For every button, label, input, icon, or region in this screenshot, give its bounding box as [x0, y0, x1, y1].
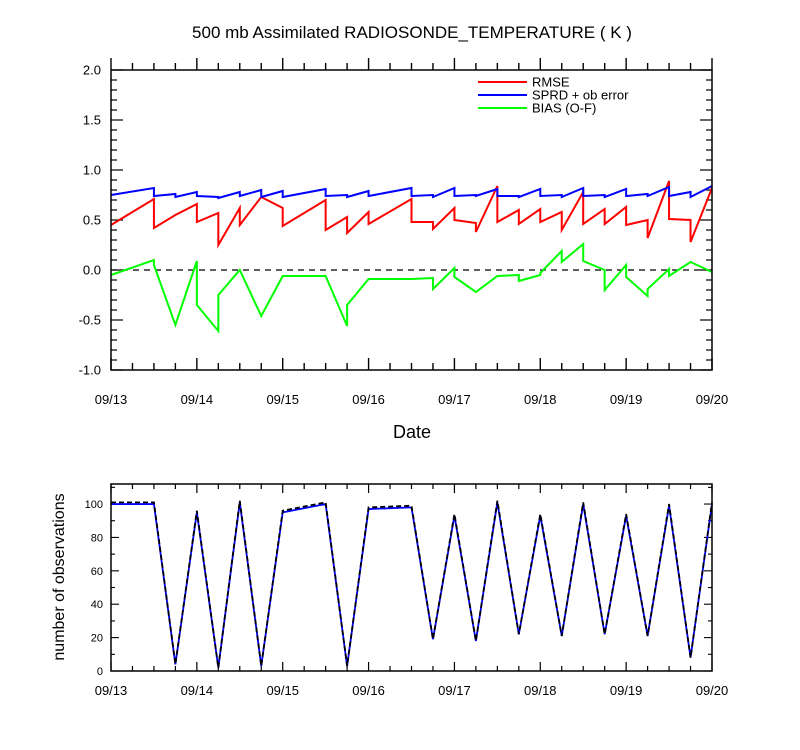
y-tick-label: 100 [85, 499, 103, 511]
x-tick-label: 09/18 [524, 392, 557, 407]
bottom-plot-frame [110, 483, 713, 672]
x-tick-label: 09/13 [95, 392, 128, 407]
y-tick-label: 2.0 [83, 63, 101, 78]
x-tick-label: 09/20 [696, 683, 729, 698]
y-tick-label: 1.0 [83, 163, 101, 178]
series-line-sprd-ob-error [110, 185, 713, 200]
bottom-y-tick-labels: 0 20 40 60 80 100 [85, 499, 103, 678]
top-x-tick-labels: 09/13 09/14 09/15 09/16 09/17 09/18 09/19 09/20 [95, 392, 729, 407]
x-tick-label: 09/18 [524, 683, 557, 698]
top-y-tick-labels: 2.0 1.5 1.0 0.5 0.0 -0.5 -1.0 [79, 63, 101, 378]
y-tick-label: 0.5 [83, 213, 101, 228]
legend-label: BIAS (O-F) [532, 101, 596, 116]
x-tick-label: 09/17 [438, 392, 471, 407]
x-tick-label: 09/16 [352, 683, 385, 698]
x-tick-label: 09/14 [181, 392, 214, 407]
x-tick-label: 09/13 [95, 683, 128, 698]
x-axis-label: Date [393, 422, 431, 442]
x-tick-label: 09/15 [266, 683, 299, 698]
x-tick-label: 09/20 [696, 392, 729, 407]
top-panel: 500 mb Assimilated RADIOSONDE_TEMPERATUR… [79, 23, 729, 442]
legend-label: RMSE [532, 75, 570, 90]
y-tick-label: 80 [91, 532, 103, 544]
chart-title: 500 mb Assimilated RADIOSONDE_TEMPERATUR… [192, 23, 632, 42]
x-tick-label: 09/15 [266, 392, 299, 407]
x-tick-label: 09/17 [438, 683, 471, 698]
y-tick-label: 1.5 [83, 113, 101, 128]
legend-label: SPRD + ob error [532, 88, 629, 103]
y-tick-label: 60 [91, 566, 103, 578]
y-tick-label: -0.5 [79, 313, 101, 328]
observations-line-dashed [111, 500, 713, 668]
x-tick-label: 09/19 [610, 392, 643, 407]
observations-line-solid [111, 502, 713, 668]
top-series-group [110, 180, 713, 334]
bottom-x-tick-labels: 09/13 09/14 09/15 09/16 09/17 09/18 09/19 09/20 [95, 683, 729, 698]
x-tick-label: 09/14 [181, 683, 214, 698]
y-axis-label-observations: number of observations [51, 493, 68, 660]
series-line-rmse [110, 180, 713, 249]
x-tick-label: 09/19 [610, 683, 643, 698]
series-line-bias-o-f [110, 241, 713, 334]
y-tick-label: 40 [91, 599, 103, 611]
bottom-series-group [111, 500, 713, 668]
bottom-tick-marks [110, 484, 713, 672]
x-tick-label: 09/16 [352, 392, 385, 407]
y-tick-label: 20 [91, 633, 103, 645]
y-tick-label: -1.0 [79, 363, 101, 378]
top-plot-frame [110, 69, 713, 371]
y-tick-label: 0 [97, 666, 103, 678]
y-tick-label: 0.0 [83, 263, 101, 278]
